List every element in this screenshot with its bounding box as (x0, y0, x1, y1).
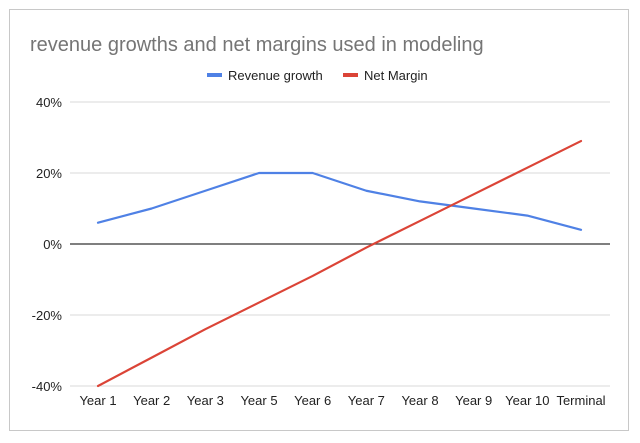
y-tick-label: -20% (32, 308, 63, 323)
x-tick-label: Terminal (556, 393, 605, 408)
x-tick-label: Year 9 (455, 393, 492, 408)
legend: Revenue growth Net Margin (207, 68, 428, 83)
series-line-revenue-growth (96, 171, 583, 231)
series-lines (96, 139, 583, 388)
legend-label-revenue-growth: Revenue growth (228, 68, 323, 83)
chart-title: revenue growths and net margins used in … (30, 34, 484, 56)
x-tick-label: Year 7 (348, 393, 385, 408)
gridlines (70, 101, 610, 387)
y-axis-ticks: -40% -20% 0% 20% 40% (32, 95, 63, 394)
x-axis-ticks: Year 1 Year 2 Year 3 Year 5 Year 6 Year 7 Year… (79, 393, 605, 408)
series-line-net-margin (96, 139, 583, 388)
y-tick-label: 0% (43, 237, 62, 252)
x-tick-label: Year 8 (401, 393, 438, 408)
y-tick-label: -40% (32, 379, 63, 394)
x-tick-label: Year 5 (240, 393, 277, 408)
x-tick-label: Year 10 (505, 393, 549, 408)
x-tick-label: Year 1 (79, 393, 116, 408)
y-tick-label: 40% (36, 95, 62, 110)
legend-label-net-margin: Net Margin (364, 68, 428, 83)
x-tick-label: Year 3 (187, 393, 224, 408)
x-tick-label: Year 6 (294, 393, 331, 408)
x-tick-label: Year 2 (133, 393, 170, 408)
y-tick-label: 20% (36, 166, 62, 181)
